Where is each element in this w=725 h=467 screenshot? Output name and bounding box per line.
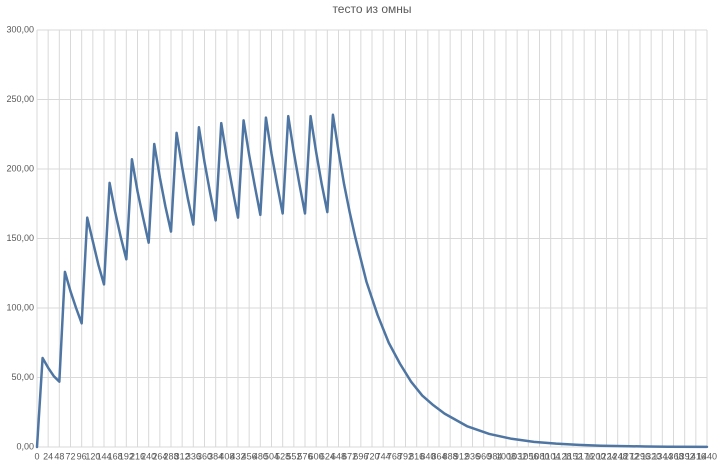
x-tick-label: 552: [286, 451, 301, 461]
x-tick-label: 336: [186, 451, 201, 461]
y-tick-label: 150,00: [6, 233, 34, 243]
y-tick-label: 200,00: [6, 163, 34, 173]
x-tick-label: 1224: [596, 451, 616, 461]
x-tick-label: 1104: [541, 451, 560, 461]
y-tick-label: 0,00: [16, 441, 34, 451]
x-tick-label: 48: [54, 451, 64, 461]
x-tick-label: 1248: [608, 451, 628, 461]
x-tick-label: 264: [152, 451, 167, 461]
x-tick-label: 1008: [496, 451, 516, 461]
x-tick-label: 1440: [697, 451, 717, 461]
x-tick-label: 648: [331, 451, 346, 461]
x-tick-label: 984: [487, 451, 502, 461]
x-tick-label: 1128: [552, 451, 571, 461]
x-tick-label: 1176: [574, 451, 593, 461]
x-tick-label: 1200: [585, 451, 605, 461]
x-tick-label: 576: [297, 451, 312, 461]
x-tick-label: 600: [309, 451, 324, 461]
x-tick-label: 960: [476, 451, 491, 461]
x-tick-label: 72: [65, 451, 75, 461]
x-tick-label: 720: [364, 451, 379, 461]
x-tick-label: 216: [130, 451, 145, 461]
y-tick-label: 100,00: [6, 302, 34, 312]
x-tick-label: 360: [197, 451, 212, 461]
x-tick-label: 792: [398, 451, 413, 461]
x-tick-label: 0: [34, 451, 39, 461]
x-tick-label: 864: [431, 451, 446, 461]
x-tick-label: 912: [454, 451, 469, 461]
x-tick-label: 384: [208, 451, 223, 461]
x-tick-label: 1344: [652, 451, 672, 461]
x-tick-label: 24: [43, 451, 53, 461]
x-tick-label: 840: [420, 451, 435, 461]
x-tick-label: 288: [163, 451, 178, 461]
x-tick-label: 312: [175, 451, 190, 461]
x-tick-label: 1368: [663, 451, 683, 461]
x-tick-label: 888: [443, 451, 458, 461]
y-tick-label: 300,00: [6, 24, 34, 34]
x-tick-label: 1056: [518, 451, 538, 461]
x-tick-label: 1296: [630, 451, 650, 461]
x-tick-label: 1320: [641, 451, 661, 461]
x-tick-label: 432: [230, 451, 245, 461]
x-tick-label: 408: [219, 451, 234, 461]
x-tick-label: 768: [387, 451, 402, 461]
x-tick-label: 480: [253, 451, 268, 461]
x-tick-label: 1152: [563, 451, 582, 461]
x-tick-label: 456: [242, 451, 257, 461]
x-tick-label: 744: [376, 451, 391, 461]
x-tick-label: 1416: [686, 451, 706, 461]
x-tick-label: 192: [119, 451, 134, 461]
chart-title: тесто из омны: [332, 2, 411, 16]
x-tick-label: 120: [85, 451, 100, 461]
x-tick-label: 816: [409, 451, 424, 461]
x-tick-label: 1032: [507, 451, 527, 461]
x-tick-label: 96: [77, 451, 87, 461]
x-tick-label: 1272: [619, 451, 639, 461]
x-tick-label: 696: [353, 451, 368, 461]
x-tick-label: 144: [96, 451, 111, 461]
y-tick-label: 50,00: [11, 372, 34, 382]
x-tick-label: 528: [275, 451, 290, 461]
x-tick-label: 624: [320, 451, 335, 461]
x-tick-label: 168: [108, 451, 123, 461]
x-tick-label: 504: [264, 451, 279, 461]
x-tick-label: 1080: [529, 451, 549, 461]
data-line: [35, 113, 709, 449]
x-tick-label: 240: [141, 451, 156, 461]
x-tick-label: 1392: [675, 451, 695, 461]
x-tick-label: 672: [342, 451, 357, 461]
y-tick-label: 250,00: [6, 94, 34, 104]
x-tick-label: 936: [465, 451, 480, 461]
